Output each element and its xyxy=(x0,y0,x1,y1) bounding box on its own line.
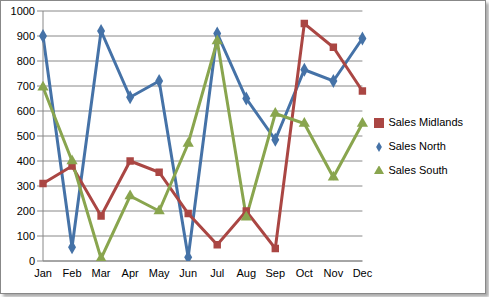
svg-text:900: 900 xyxy=(17,30,35,42)
svg-text:Jul: Jul xyxy=(210,267,224,279)
svg-text:Sep: Sep xyxy=(266,267,286,279)
svg-text:500: 500 xyxy=(17,130,35,142)
html-text:Sales Midlands: Sales Midlands xyxy=(388,116,463,128)
html-text:Sales North: Sales North xyxy=(388,140,446,152)
svg-text:200: 200 xyxy=(17,205,35,217)
svg-text:100: 100 xyxy=(17,230,35,242)
svg-text:800: 800 xyxy=(17,55,35,67)
svg-text:700: 700 xyxy=(17,80,35,92)
svg-text:0: 0 xyxy=(29,255,35,267)
svg-text:600: 600 xyxy=(17,105,35,117)
svg-text:400: 400 xyxy=(17,155,35,167)
svg-text:Nov: Nov xyxy=(324,267,344,279)
html-text:Sales South: Sales South xyxy=(388,164,448,176)
svg-text:300: 300 xyxy=(17,180,35,192)
svg-text:Mar: Mar xyxy=(92,267,111,279)
svg-text:Feb: Feb xyxy=(63,267,82,279)
svg-text:Jun: Jun xyxy=(179,267,197,279)
svg-text:Dec: Dec xyxy=(353,267,373,279)
svg-text:Apr: Apr xyxy=(122,267,139,279)
svg-text:Aug: Aug xyxy=(236,267,256,279)
svg-text:1000: 1000 xyxy=(11,5,35,17)
svg-text:Oct: Oct xyxy=(296,267,313,279)
svg-text:Jan: Jan xyxy=(34,267,52,279)
svg-text:May: May xyxy=(149,267,170,279)
